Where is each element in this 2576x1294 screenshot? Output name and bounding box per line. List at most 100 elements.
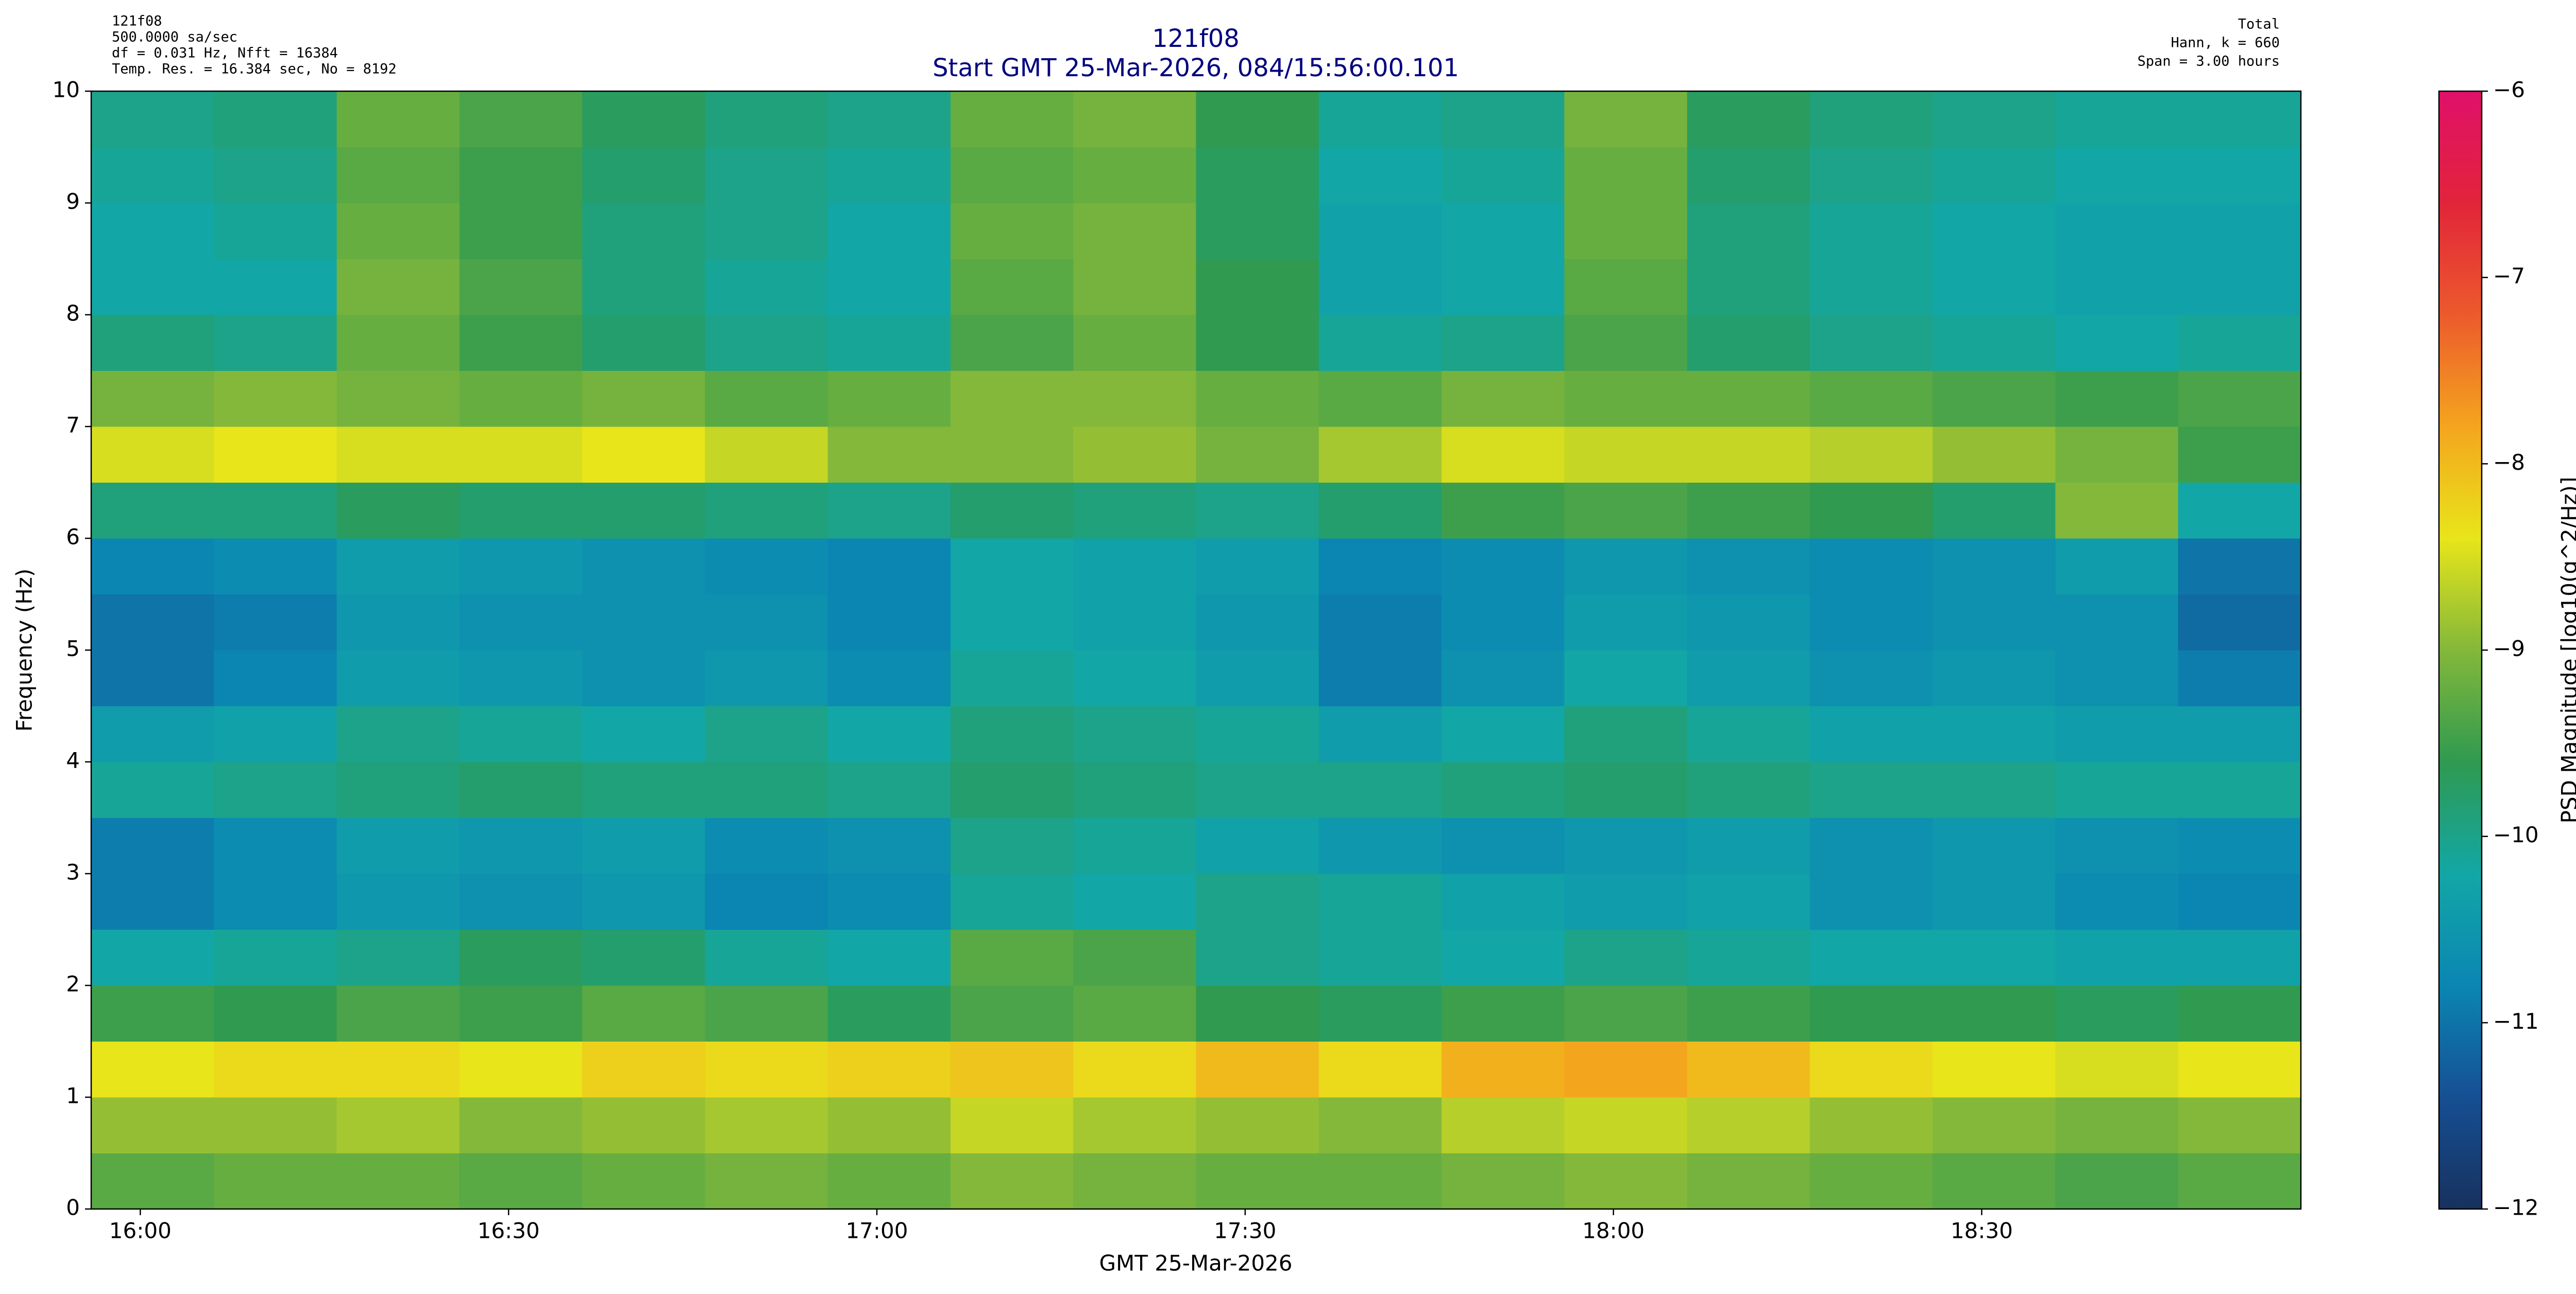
heatmap-cell	[827, 818, 951, 874]
heatmap-cell	[1933, 91, 2056, 147]
heatmap-cell	[1442, 315, 1565, 371]
heatmap-cell	[1442, 482, 1565, 539]
heatmap-cell	[2178, 1041, 2301, 1098]
heatmap-cell	[2178, 1153, 2301, 1210]
heatmap-cell	[950, 482, 1074, 539]
heatmap-cell	[1073, 706, 1196, 762]
heatmap-cell	[1442, 874, 1565, 930]
heatmap-cell	[1318, 259, 1442, 315]
heatmap-cell	[459, 315, 583, 371]
heatmap-cell	[459, 259, 583, 315]
heatmap-cell	[91, 91, 214, 147]
heatmap-cell	[214, 1041, 337, 1098]
heatmap-cell	[1809, 1153, 1933, 1210]
heatmap-cell	[1933, 1041, 2056, 1098]
heatmap-cell	[336, 427, 460, 483]
heatmap-cell	[1809, 538, 1933, 594]
heatmap-cell	[705, 818, 828, 874]
heatmap-cell	[91, 594, 214, 651]
heatmap-cell	[1809, 147, 1933, 203]
heatmap-cell	[582, 929, 705, 986]
heatmap-cell	[1809, 985, 1933, 1042]
heatmap-cell	[1318, 538, 1442, 594]
heatmap-cell	[705, 762, 828, 818]
heatmap-cell	[1933, 706, 2056, 762]
heatmap-cell	[2055, 1153, 2179, 1210]
heatmap-cell	[336, 482, 460, 539]
heatmap-cell	[950, 985, 1074, 1042]
colorbar-tick-label: −6	[2493, 77, 2525, 103]
heatmap-cell	[582, 818, 705, 874]
heatmap-cell	[91, 259, 214, 315]
heatmap-cell	[827, 91, 951, 147]
x-tick-label: 18:00	[1582, 1218, 1645, 1244]
heatmap-cell	[1442, 762, 1565, 818]
colorbar-label: PSD Magnitude [log10(g^2/Hz)]	[2557, 477, 2576, 824]
heatmap-cell	[91, 427, 214, 483]
heatmap-cell	[1564, 427, 1688, 483]
heatmap-cell	[705, 370, 828, 427]
heatmap-cell	[950, 538, 1074, 594]
heatmap-cell	[2055, 650, 2179, 706]
heatmap-cell	[1073, 929, 1196, 986]
heatmap-cell	[1687, 427, 1810, 483]
heatmap-cell	[1933, 762, 2056, 818]
heatmap-cell	[1564, 1041, 1688, 1098]
heatmap-cell	[214, 929, 337, 986]
heatmap-cell	[1809, 762, 1933, 818]
heatmap-cell	[1196, 706, 1319, 762]
chart-subtitle: Start GMT 25-Mar-2026, 084/15:56:00.101	[933, 54, 1459, 82]
heatmap-cell	[1196, 91, 1319, 147]
heatmap-cell	[214, 538, 337, 594]
heatmap-cell	[705, 203, 828, 259]
heatmap-cell	[336, 1041, 460, 1098]
heatmap-cell	[582, 762, 705, 818]
heatmap-cell	[91, 538, 214, 594]
heatmap-cell	[705, 985, 828, 1042]
heatmap-cell	[1809, 370, 1933, 427]
heatmap-cell	[2055, 594, 2179, 651]
heatmap-cell	[2055, 818, 2179, 874]
heatmap-cell	[1933, 315, 2056, 371]
heatmap-cell	[950, 1097, 1074, 1153]
heatmap-cell	[705, 929, 828, 986]
heatmap-cell	[1809, 1097, 1933, 1153]
heatmap-cell	[2178, 538, 2301, 594]
heatmap-cell	[459, 91, 583, 147]
heatmap-cell	[2055, 370, 2179, 427]
heatmap-cell	[582, 427, 705, 483]
heatmap-cell	[1196, 427, 1319, 483]
heatmap-cell	[827, 1041, 951, 1098]
heatmap-cell	[459, 929, 583, 986]
y-tick-label: 3	[66, 860, 80, 885]
heatmap-cell	[336, 762, 460, 818]
heatmap-cell	[2055, 91, 2179, 147]
y-tick-label: 4	[66, 748, 80, 773]
heatmap-cell	[950, 259, 1074, 315]
heatmap-cell	[582, 203, 705, 259]
heatmap-cell	[2055, 874, 2179, 930]
heatmap-cell	[459, 706, 583, 762]
heatmap-cell	[2178, 985, 2301, 1042]
heatmap-cell	[1196, 370, 1319, 427]
heatmap-cell	[1073, 203, 1196, 259]
heatmap-cell	[91, 147, 214, 203]
heatmap-cell	[1933, 482, 2056, 539]
info-right-line: Hann, k = 660	[2171, 35, 2280, 51]
heatmap-cell	[336, 1153, 460, 1210]
heatmap-cell	[950, 370, 1074, 427]
heatmap-cell	[1933, 259, 2056, 315]
heatmap-cell	[91, 315, 214, 371]
heatmap-cell	[705, 147, 828, 203]
heatmap-cell	[1196, 929, 1319, 986]
heatmap-cell	[705, 315, 828, 371]
heatmap-cell	[1318, 1153, 1442, 1210]
heatmap-cell	[1933, 203, 2056, 259]
heatmap-cell	[2055, 706, 2179, 762]
heatmap-cell	[1564, 929, 1688, 986]
heatmap-cell	[2178, 1097, 2301, 1153]
heatmap-cell	[1809, 91, 1933, 147]
heatmap-cell	[1564, 985, 1688, 1042]
heatmap-cell	[2178, 259, 2301, 315]
